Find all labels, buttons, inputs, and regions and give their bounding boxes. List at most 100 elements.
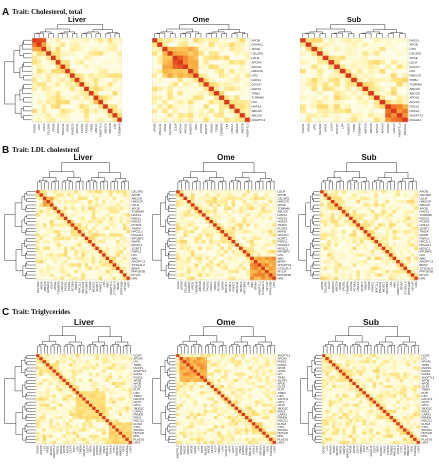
heatmap-cell — [128, 440, 133, 445]
heatmap-cell — [109, 206, 113, 211]
heatmap-cell — [349, 210, 353, 214]
column-label: LIPC — [312, 123, 316, 131]
heatmap-cell — [118, 372, 123, 377]
heatmap-cell — [356, 260, 361, 264]
heatmap-cell — [46, 77, 52, 83]
heatmap-cell — [85, 412, 90, 417]
heatmap-cell — [152, 99, 158, 105]
heatmap-cell — [84, 206, 89, 211]
heatmap-cell — [410, 266, 415, 271]
heatmap-cell — [362, 64, 369, 70]
heatmap-cell — [338, 273, 343, 277]
heatmap-cell — [70, 203, 75, 207]
heatmap-cell — [322, 99, 329, 105]
heatmap-cell — [88, 73, 94, 79]
heatmap-cell — [65, 104, 71, 110]
heatmap-cell — [128, 416, 133, 420]
heatmap-cell — [213, 369, 218, 373]
heatmap-cell — [152, 95, 158, 101]
heatmap-cell — [213, 276, 218, 281]
heatmap-cell — [187, 220, 192, 224]
heatmap-cell — [109, 220, 113, 224]
heatmap-cell — [72, 428, 77, 432]
heatmap-cell — [91, 253, 96, 257]
heatmap-cell — [39, 369, 43, 373]
heatmap-cell — [36, 42, 42, 48]
row-label: CELSR2 — [420, 193, 432, 197]
heatmap-cell — [373, 113, 380, 118]
heatmap-cell — [374, 236, 379, 241]
heatmap-cell — [320, 276, 324, 281]
heatmap-cell — [39, 440, 43, 445]
heatmap-cell — [385, 55, 392, 61]
heatmap-cell — [224, 366, 229, 370]
heatmap-cell — [177, 99, 184, 105]
heatmap-cell — [72, 372, 77, 377]
heatmap-cell — [95, 425, 100, 429]
heatmap-cell — [234, 357, 239, 361]
heatmap-cell — [241, 354, 246, 358]
heatmap-cell — [182, 64, 189, 70]
heatmap-cell — [367, 210, 372, 214]
heatmap-cell — [53, 256, 58, 261]
heatmap-cell — [98, 431, 103, 435]
heatmap-cell — [349, 246, 353, 251]
heatmap-cell — [98, 95, 104, 101]
heatmap-cell — [193, 64, 199, 70]
heatmap-cell — [265, 388, 270, 392]
heatmap-cell — [39, 409, 43, 414]
heatmap-cell — [39, 412, 43, 417]
heatmap-cell — [200, 354, 204, 358]
heatmap-cell — [112, 388, 116, 392]
heatmap-cell — [238, 240, 243, 244]
heatmap-cell — [231, 394, 235, 398]
row-label: ABCG8 — [132, 196, 143, 200]
heatmap-cell — [75, 412, 80, 417]
heatmap-cell — [242, 253, 247, 257]
heatmap-cell — [341, 190, 346, 194]
heatmap-cell — [220, 276, 225, 281]
heatmap-cell — [112, 55, 118, 61]
heatmap-cell — [261, 216, 266, 221]
heatmap-cell — [330, 270, 335, 274]
heatmap-cell — [123, 210, 127, 214]
heatmap-cell — [98, 190, 103, 194]
heatmap-cell — [92, 412, 96, 417]
heatmap-cell — [36, 77, 42, 83]
column-label: GCKR — [36, 446, 40, 454]
heatmap-cell — [248, 372, 253, 377]
heatmap-cell — [70, 213, 75, 217]
heatmap-cell — [122, 440, 126, 445]
heatmap-cell — [220, 381, 225, 386]
heatmap-cell — [32, 82, 38, 87]
heatmap-cell — [388, 220, 393, 224]
heatmap-cell — [356, 223, 361, 227]
heatmap-cell — [98, 419, 103, 423]
heatmap-cell — [238, 213, 243, 217]
row-label: CELSR2 — [278, 196, 290, 200]
heatmap-cell — [102, 260, 106, 264]
heatmap-cell — [322, 104, 329, 110]
heatmap-cell — [203, 42, 210, 48]
heatmap-cell — [345, 236, 350, 241]
heatmap-cell — [216, 226, 221, 231]
heatmap-cell — [198, 95, 204, 101]
heatmap-cell — [396, 200, 401, 204]
heatmap-cell — [117, 86, 122, 92]
heatmap-cell — [45, 388, 50, 392]
heatmap-cell — [201, 273, 206, 277]
heatmap-cell — [75, 372, 80, 377]
heatmap-cell — [209, 250, 214, 254]
heatmap-cell — [317, 117, 324, 123]
heatmap-cell — [79, 55, 85, 61]
heatmap-cell — [213, 366, 218, 370]
heatmap-cell — [381, 206, 386, 211]
heatmap-cell — [172, 113, 179, 118]
heatmap-cell — [330, 250, 335, 254]
heatmap-cell — [39, 260, 44, 264]
heatmap-cell — [102, 397, 106, 401]
heatmap-cell — [194, 220, 199, 224]
heatmap-cell — [322, 46, 329, 52]
heatmap-cell — [69, 95, 75, 101]
heatmap-cell — [351, 108, 358, 114]
